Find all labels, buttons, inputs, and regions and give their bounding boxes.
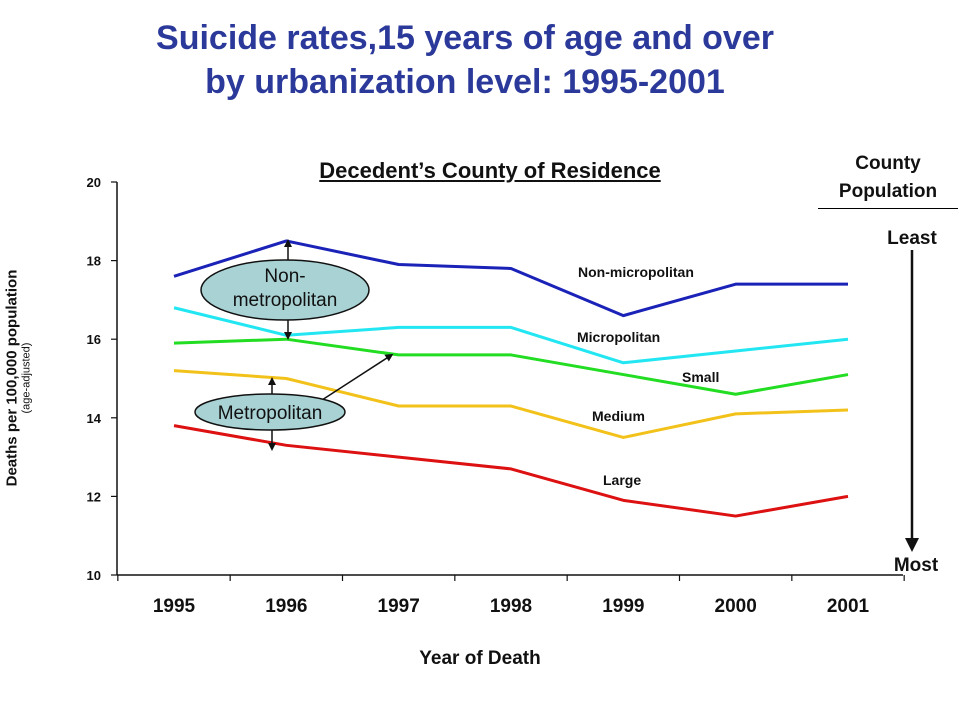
- x-tick-label: 1996: [265, 596, 307, 617]
- title-line-1: Suicide rates,15 years of age and over: [156, 19, 774, 57]
- x-tick-label: 1995: [153, 596, 196, 617]
- series-label: Non-micropolitan: [578, 264, 694, 280]
- x-tick-label: 1999: [602, 596, 644, 617]
- nonmetro-label-line-1: Non-: [264, 266, 305, 287]
- county-population-line-1: County: [855, 153, 921, 174]
- series-line: [173, 337, 849, 396]
- x-axis-title: Year of Death: [419, 648, 541, 669]
- series-label: Small: [682, 369, 719, 385]
- series-label: Micropolitan: [577, 329, 660, 345]
- nonmetro-bubble: Non- metropolitan: [200, 259, 370, 321]
- county-population-heading: County Population: [818, 150, 958, 209]
- y-tick-label: 14: [87, 411, 102, 426]
- y-tick-label: 12: [87, 489, 101, 504]
- population-scale: Least Most: [887, 228, 939, 576]
- chart-title: Suicide rates,15 years of age and over b…: [40, 16, 890, 104]
- metro-arrow-diagonal: [321, 353, 394, 401]
- y-tick-label: 10: [87, 568, 101, 583]
- title-line-2: by urbanization level: 1995-2001: [205, 63, 725, 101]
- metro-label: Metropolitan: [218, 403, 323, 424]
- series-label: Medium: [592, 408, 645, 424]
- scale-most-label: Most: [894, 555, 939, 576]
- series-line: [173, 424, 849, 518]
- x-tick-label: 2000: [715, 596, 757, 617]
- series-label: Large: [603, 472, 641, 488]
- x-tick-label: 1997: [378, 596, 420, 617]
- scale-least-label: Least: [887, 228, 937, 249]
- axes: 10 12 14 16 18 20 1995 1996 1997 1998 1999 2000 2001: [87, 175, 905, 617]
- county-population-line-2: Population: [838, 181, 938, 202]
- nonmetro-label-line-2: metropolitan: [233, 290, 338, 311]
- y-tick-label: 20: [87, 175, 101, 190]
- x-tick-label: 2001: [827, 596, 870, 617]
- metro-bubble: Metropolitan: [194, 393, 346, 431]
- y-tick-label: 16: [87, 332, 101, 347]
- x-tick-label: 1998: [490, 596, 532, 617]
- series-line: [173, 369, 849, 439]
- scale-arrow-head: [905, 538, 919, 552]
- y-tick-label: 18: [87, 254, 101, 269]
- chart-subtitle: Decedent’s County of Residence: [319, 158, 661, 183]
- series-labels: Non-micropolitan Micropolitan Small Medium L…: [577, 264, 719, 488]
